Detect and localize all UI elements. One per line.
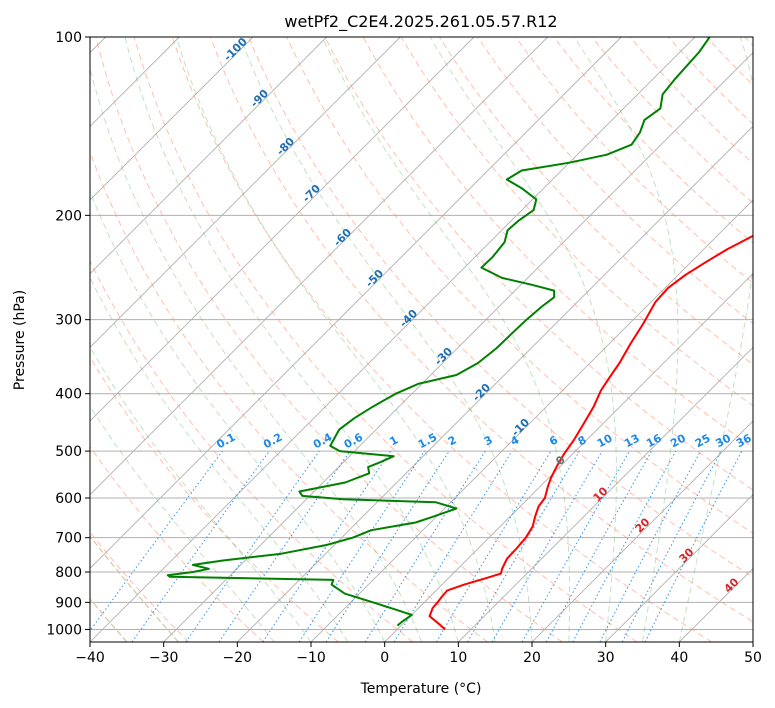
x-tick-label: 50	[744, 650, 762, 666]
mixing-ratio-line	[298, 450, 425, 642]
moist-adiabat-line	[321, 37, 571, 642]
mixing-ratio-line	[393, 450, 513, 642]
isotherm-line	[90, 37, 327, 275]
x-axis-ticks: −40 −30 −20 −10 0 10 20 30 40 50	[75, 642, 762, 666]
mixing-ratio-line	[521, 450, 630, 642]
x-tick-label: −10	[296, 650, 326, 666]
chart-title: wetPf2_C2E4.2025.261.05.57.R12	[284, 12, 557, 32]
moist-adiabat-line	[124, 37, 459, 642]
isotherm-line	[752, 641, 753, 642]
mixing-ratio-label: 25	[693, 432, 713, 451]
mixing-ratio-label: 20	[668, 431, 688, 450]
mixing-ratio-line	[131, 450, 270, 642]
x-tick-label: 40	[670, 650, 688, 666]
mixing-ratio-line	[218, 450, 351, 642]
mixing-ratio-line	[185, 450, 320, 642]
dry-adiabat-line	[324, 37, 753, 491]
dry-adiabat-line	[286, 37, 753, 534]
y-axis-label: Pressure (hPa)	[12, 290, 28, 390]
dry-adiabat-line	[90, 356, 339, 642]
y-tick-label: 400	[55, 387, 82, 403]
x-tick-label: −40	[75, 650, 105, 666]
moist-adiabat-line	[239, 37, 533, 642]
y-tick-label: 800	[55, 565, 82, 581]
isotherm-line	[531, 420, 753, 642]
mixing-ratio-label: 36	[734, 431, 754, 450]
temperature-profile-line	[428, 234, 753, 631]
dry-adiabat-line	[248, 37, 753, 578]
moist-adiabat-line	[90, 66, 422, 642]
isotherm-line	[90, 37, 548, 496]
dry-adiabat-line	[515, 37, 753, 284]
isotherm-line	[90, 37, 401, 348]
y-axis-ticks: 100 200 300 400 500 600 700 800 900 1000	[46, 30, 90, 638]
y-tick-label: 600	[55, 491, 82, 507]
isotherm-line	[384, 273, 753, 642]
dry-adiabat-line	[90, 445, 264, 642]
x-tick-label: 10	[449, 650, 467, 666]
moist-adiabat-line	[90, 405, 275, 642]
dry-adiabat-line	[90, 259, 414, 642]
plot-frame	[89, 36, 754, 643]
moist-adiabat-line	[429, 37, 617, 642]
dewpoint-profile-line	[166, 37, 711, 627]
x-tick-label: −30	[149, 650, 179, 666]
isotherm-line	[90, 37, 622, 569]
mixing-ratio-line	[572, 450, 677, 642]
y-tick-label: 200	[55, 208, 82, 224]
isotherm-line	[605, 494, 753, 642]
isotherm-line	[90, 37, 696, 642]
mixing-ratio-line	[262, 450, 392, 642]
y-tick-label: 100	[55, 30, 82, 46]
isotherm-line	[163, 52, 753, 642]
y-tick-label: 1000	[46, 622, 82, 638]
mixing-ratio-line	[325, 450, 450, 642]
plot-background	[90, 37, 753, 642]
dry-adiabat-line	[95, 37, 563, 642]
x-axis-label: Temperature (°C)	[360, 681, 482, 697]
isotherm-line	[90, 37, 475, 422]
thermal-curve-line	[90, 597, 128, 642]
mixing-ratio-line	[90, 450, 223, 632]
y-tick-label: 700	[55, 531, 82, 547]
thermal-curve-line	[90, 535, 179, 642]
isotherm-line	[90, 37, 254, 201]
moist-adiabat-line	[175, 37, 496, 642]
x-tick-label: 20	[523, 650, 541, 666]
dry-adiabat-line	[133, 37, 638, 642]
mixing-ratio-line	[545, 450, 653, 642]
x-tick-label: 30	[597, 650, 615, 666]
moist-adiabat-line	[90, 189, 386, 642]
x-tick-label: −20	[223, 650, 253, 666]
y-tick-label: 900	[55, 595, 82, 611]
mixing-ratio-label: 16	[644, 431, 664, 450]
isotherm-line	[458, 346, 753, 642]
background-lines	[90, 37, 753, 642]
x-tick-label: 0	[380, 650, 389, 666]
mixing-ratio-label: 30	[713, 431, 733, 450]
sounding-series	[166, 37, 753, 631]
y-tick-label: 500	[55, 444, 82, 460]
dry-adiabat-line	[171, 37, 712, 642]
y-tick-label: 300	[55, 313, 82, 329]
mixing-ratio-label: 10	[595, 431, 615, 450]
mixing-ratio-label: 13	[622, 432, 642, 451]
moist-adiabat-line	[678, 37, 753, 642]
dry-adiabat-line	[210, 37, 753, 623]
mixing-ratio-line	[644, 450, 743, 642]
